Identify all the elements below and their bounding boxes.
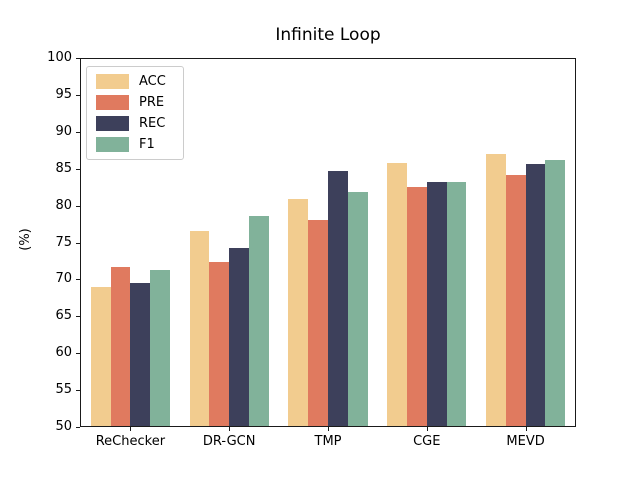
y-tick-label: 55 xyxy=(55,382,72,398)
y-tick-mark xyxy=(76,242,80,244)
legend-label-f1: F1 xyxy=(139,137,155,152)
legend-item-acc: ACC xyxy=(96,74,173,89)
bar-f1-tmp xyxy=(347,191,368,426)
y-tick-label: 80 xyxy=(55,197,72,213)
x-tick-label: DR-GCN xyxy=(202,434,256,449)
bar-rec-tmp xyxy=(328,170,348,426)
bar-f1-dr-gcn xyxy=(248,216,269,426)
legend-label-pre: PRE xyxy=(139,95,165,110)
bar-rec-mevd xyxy=(525,163,546,426)
x-tick-mark xyxy=(130,427,132,431)
y-tick-label: 95 xyxy=(55,86,72,102)
bar-acc-mevd xyxy=(486,154,506,426)
bar-rec-rechecker xyxy=(130,282,151,426)
bar-f1-cge xyxy=(446,181,467,426)
y-tick-mark xyxy=(76,390,80,392)
bar-acc-cge xyxy=(387,162,408,426)
bar-acc-tmp xyxy=(288,199,309,426)
legend-item-f1: F1 xyxy=(96,137,173,152)
y-tick-mark xyxy=(76,279,80,281)
y-tick-mark xyxy=(76,205,80,207)
legend-label-rec: REC xyxy=(139,116,166,131)
y-tick-mark xyxy=(76,94,80,96)
x-tick-mark xyxy=(525,427,527,431)
y-tick-mark xyxy=(76,58,80,59)
x-tick-label: CGE xyxy=(413,434,441,449)
x-tick-label: MEVD xyxy=(506,434,545,449)
y-tick-label: 90 xyxy=(55,123,72,139)
y-tick-mark xyxy=(76,316,80,318)
bar-f1-mevd xyxy=(545,160,566,426)
chart-title: Infinite Loop xyxy=(275,25,381,45)
x-tick-mark xyxy=(229,427,231,431)
x-tick-label: ReChecker xyxy=(95,434,166,449)
y-tick-label: 60 xyxy=(55,345,72,361)
legend-swatch-pre xyxy=(96,95,129,110)
y-tick-label: 65 xyxy=(55,308,72,324)
bar-pre-dr-gcn xyxy=(209,262,230,426)
legend-swatch-f1 xyxy=(96,137,129,152)
legend-label-acc: ACC xyxy=(139,74,166,89)
y-tick-label: 75 xyxy=(55,234,72,250)
bar-pre-tmp xyxy=(308,220,328,426)
x-tick-label: TMP xyxy=(314,434,342,449)
legend-item-rec: REC xyxy=(96,116,173,131)
bar-f1-rechecker xyxy=(150,270,170,426)
y-axis-label: (%) xyxy=(17,228,33,251)
legend: ACC PRE REC F1 xyxy=(86,66,184,160)
legend-swatch-rec xyxy=(96,116,129,131)
bar-rec-cge xyxy=(426,182,447,426)
bar-pre-mevd xyxy=(505,174,526,426)
x-tick-mark xyxy=(328,427,329,431)
bar-pre-cge xyxy=(407,186,427,426)
y-tick-mark xyxy=(76,427,80,428)
y-tick-label: 85 xyxy=(55,160,72,176)
plot-area xyxy=(80,58,576,427)
bar-pre-rechecker xyxy=(110,266,131,426)
legend-item-pre: PRE xyxy=(96,95,173,110)
bar-acc-rechecker xyxy=(90,287,111,426)
x-tick-mark xyxy=(426,427,428,431)
y-tick-label: 100 xyxy=(47,50,72,65)
legend-swatch-acc xyxy=(96,74,129,89)
bar-rec-dr-gcn xyxy=(229,248,249,426)
y-tick-label: 50 xyxy=(55,419,72,434)
y-tick-mark xyxy=(76,168,80,170)
y-tick-mark xyxy=(76,131,80,133)
bar-acc-dr-gcn xyxy=(189,230,210,426)
y-tick-mark xyxy=(76,353,80,355)
y-tick-label: 70 xyxy=(55,271,72,287)
